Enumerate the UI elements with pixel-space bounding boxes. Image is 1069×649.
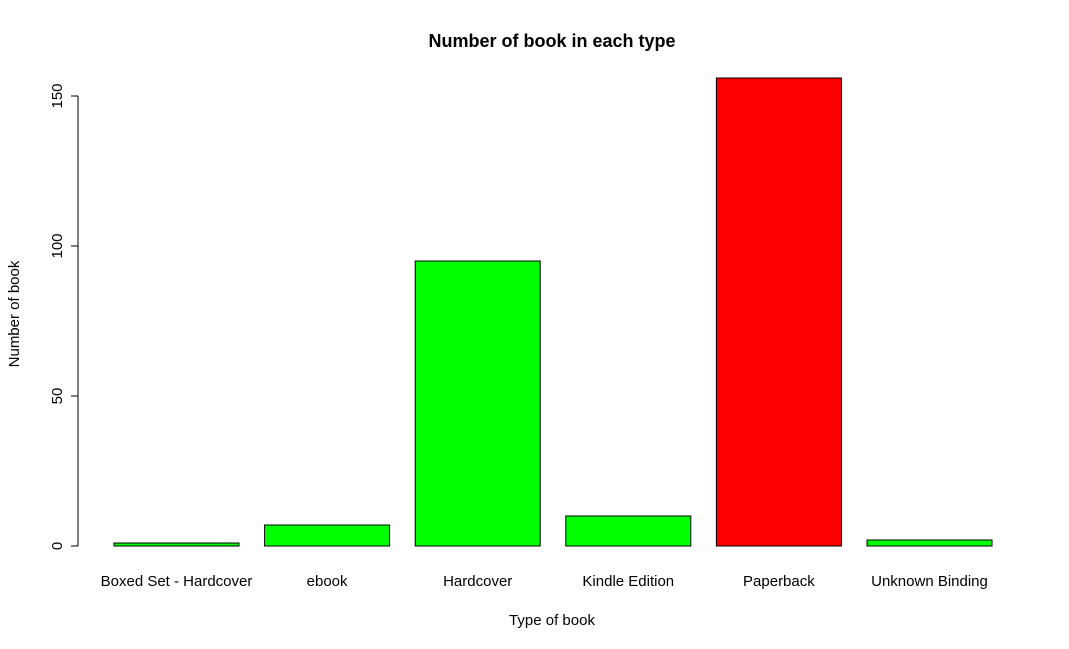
- y-tick-label: 50: [49, 388, 66, 405]
- bar: [866, 539, 993, 547]
- x-tick-label: Paperback: [743, 573, 815, 590]
- x-tick-label: ebook: [307, 573, 348, 590]
- x-tick-labels: Boxed Set - Hardcover ebook Hardcover Kindl…: [101, 573, 988, 590]
- x-tick-label: Kindle Edition: [582, 573, 674, 590]
- y-tick-label: 0: [49, 542, 66, 550]
- y-tick-label: 100: [49, 233, 66, 258]
- bar: [715, 77, 842, 547]
- y-axis-label: Number of book: [6, 260, 23, 367]
- x-tick-label: Hardcover: [443, 573, 512, 590]
- bars: [113, 77, 993, 547]
- y-axis: 0 50 100 150: [49, 83, 79, 550]
- y-tick-label: 150: [49, 83, 66, 108]
- bar: [113, 542, 240, 547]
- bar: [264, 524, 391, 547]
- chart-title: Number of book in each type: [428, 31, 675, 51]
- x-tick-label: Boxed Set - Hardcover: [101, 573, 253, 590]
- x-tick-label: Unknown Binding: [871, 573, 988, 590]
- x-axis-label: Type of book: [509, 612, 595, 629]
- bar: [414, 260, 541, 547]
- bar: [565, 515, 692, 547]
